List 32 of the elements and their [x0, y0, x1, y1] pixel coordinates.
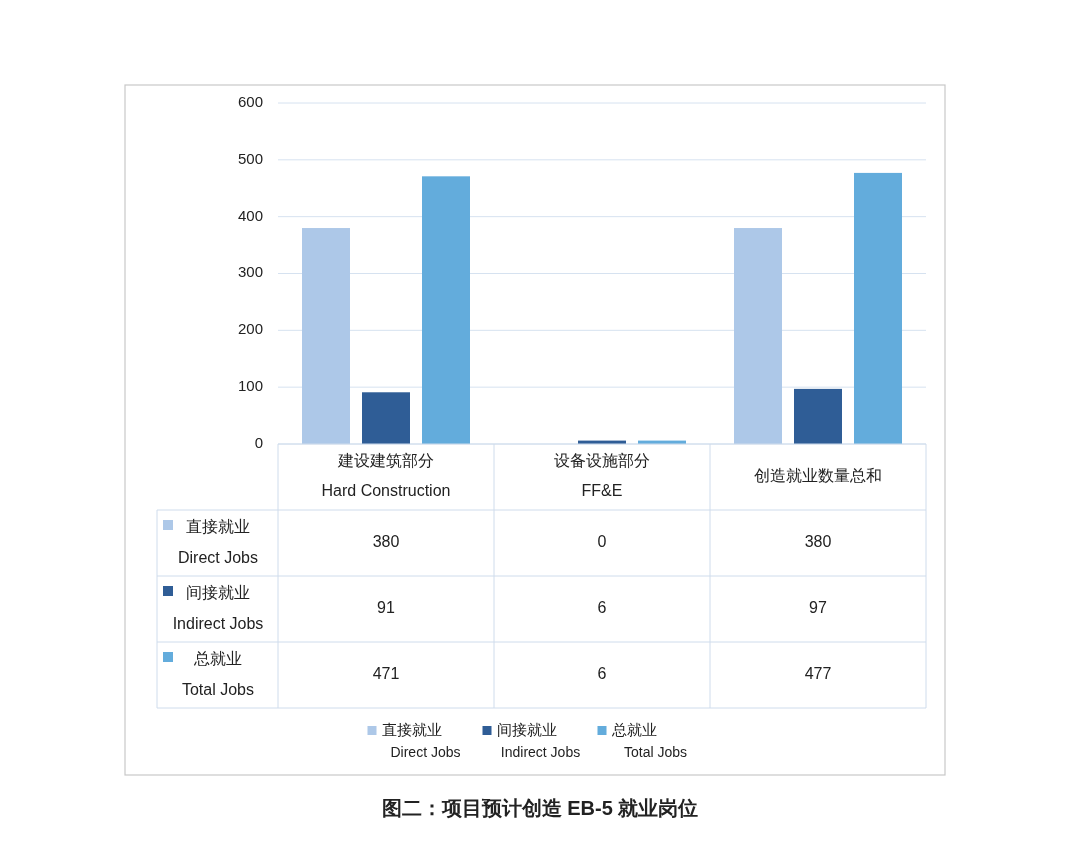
text: 图二：项目预计创造 EB-5 就业岗位 — [381, 797, 699, 820]
bar — [794, 388, 842, 444]
legend-label: 间接就业 Indirect Jobs — [172, 583, 264, 632]
data-label: 380 — [372, 533, 400, 551]
y-tick-label: 400 — [237, 206, 263, 224]
bar — [854, 172, 902, 444]
y-tick-label: 500 — [237, 149, 263, 167]
y-tick-label: 600 — [237, 92, 263, 110]
data-label: 97 — [809, 599, 827, 617]
y-tick-label: 300 — [237, 263, 263, 281]
data-label: 6 — [597, 599, 607, 617]
bar — [302, 228, 350, 444]
text: 直接就业 Direct Jobs — [381, 720, 461, 760]
data-label: 471 — [372, 665, 400, 683]
bar — [734, 228, 782, 444]
data-label: 91 — [377, 599, 395, 617]
data-label: 0 — [597, 533, 607, 551]
data-label: 380 — [804, 533, 832, 551]
bar — [362, 392, 410, 444]
legend-label: 直接就业 Direct Jobs — [177, 517, 259, 566]
y-tick-label: 100 — [237, 377, 263, 395]
y-tick-label: 0 — [254, 433, 263, 451]
data-label: 477 — [804, 665, 832, 683]
y-tick-label: 200 — [237, 320, 263, 338]
text: 总就业 Total Jobs — [611, 720, 688, 760]
legend-label: 总就业 Total Jobs — [181, 649, 255, 698]
bar — [422, 176, 470, 444]
data-label: 6 — [597, 665, 607, 683]
x-tick-label: 设备设施部分 FF&E — [554, 452, 650, 500]
x-tick-label: 创造就业数量总和 — [754, 467, 882, 485]
text: 间接就业 Indirect Jobs — [496, 720, 581, 760]
x-tick-label: 建设建筑部分 Hard Construction — [321, 452, 451, 500]
